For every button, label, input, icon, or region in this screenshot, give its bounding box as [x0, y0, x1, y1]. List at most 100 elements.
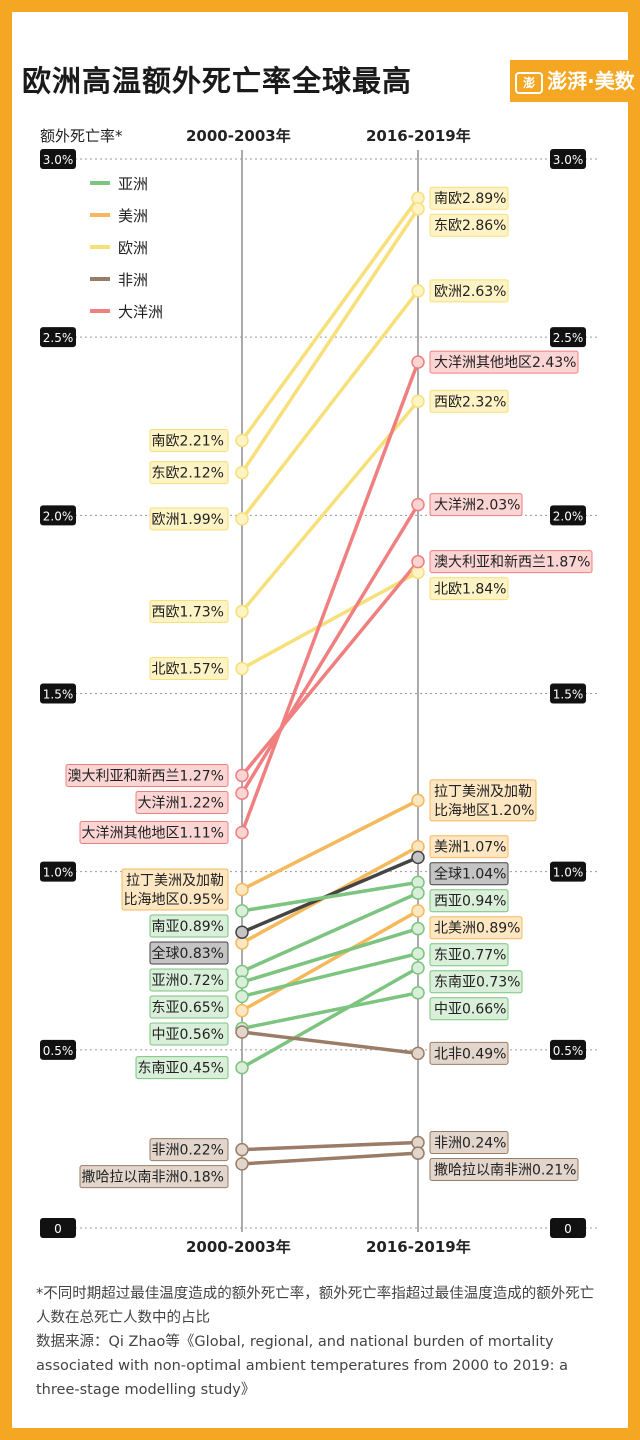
y-tick-label-right-3: 1.5%	[553, 688, 584, 702]
data-label-left-13: 亚洲0.72%	[152, 973, 224, 989]
data-label-left-3: 西欧1.73%	[152, 605, 224, 621]
y-tick-box-right-1	[550, 1039, 586, 1060]
data-label-box-left-5	[65, 763, 229, 787]
y-tick-label-left-5: 2.5%	[43, 331, 74, 345]
column-header-right-top: 2016-2019年	[366, 127, 471, 145]
y-tick-label-right-1: 0.5%	[553, 1044, 584, 1058]
point-left-2	[235, 512, 249, 526]
data-label-right-8: 拉丁美洲及加勒	[434, 784, 532, 800]
y-tick-label-right-2: 1.0%	[553, 866, 584, 880]
series-line-5	[240, 559, 420, 778]
point-left-15	[235, 989, 249, 1004]
data-label-box-left-16	[149, 1022, 229, 1046]
brand-name: 澎湃·美数课	[547, 69, 635, 135]
y-tick-label-left-2: 1.0%	[43, 866, 74, 880]
legend-label-0: 亚洲	[118, 175, 148, 193]
point-right-16	[411, 986, 425, 1000]
y-tick-label-right-4: 2.0%	[553, 509, 584, 523]
point-left-4	[235, 661, 249, 676]
data-label-box-left-0	[149, 429, 229, 453]
data-label-box-right-13	[429, 889, 509, 913]
data-label-box-left-3	[149, 600, 229, 624]
y-axis-label: 额外死亡率*	[40, 127, 123, 145]
data-label-left-12: 南亚0.89%	[152, 919, 224, 935]
point-left-10	[235, 1003, 249, 1018]
point-left-19	[235, 1142, 249, 1157]
data-label-right-4: 北欧1.84%	[434, 582, 506, 598]
data-label-box-left-2	[149, 507, 229, 531]
series-line-8	[240, 798, 420, 892]
data-label-box-right-10	[429, 916, 523, 940]
data-label-left-2: 欧洲1.99%	[152, 512, 224, 528]
series-line-0	[240, 196, 420, 443]
point-right-17	[411, 961, 425, 975]
point-left-0	[235, 433, 249, 448]
series-line-16	[240, 991, 420, 1031]
column-header-right-bottom: 2016-2019年	[366, 1238, 471, 1256]
series-line-1	[240, 207, 420, 475]
point-right-18	[411, 1046, 425, 1061]
data-label-box-left-11	[149, 941, 229, 965]
point-right-3	[411, 394, 425, 409]
point-left-17	[235, 1060, 249, 1075]
brand-mark-icon: 澎	[515, 71, 544, 94]
data-label-box-left-7	[79, 820, 229, 844]
series-line-10	[240, 909, 420, 1013]
series-line-2	[240, 289, 420, 521]
point-right-7	[411, 355, 425, 369]
point-left-8	[235, 882, 249, 897]
data-label-right-13: 西亚0.94%	[434, 894, 506, 910]
data-label-right-17: 东南亚0.73%	[434, 975, 520, 991]
data-label-box-right-16	[429, 997, 509, 1021]
data-label-left-0: 南欧2.21%	[152, 434, 224, 450]
data-label-right-3: 西欧2.32%	[434, 394, 506, 410]
y-tick-box-right-4	[550, 505, 586, 526]
y-tick-box-right-5	[550, 327, 586, 348]
y-tick-box-right-6	[550, 149, 586, 169]
data-label-left-4: 北欧1.57%	[152, 662, 224, 678]
data-label-right-6: 大洋洲2.03%	[434, 498, 520, 514]
series-line-18	[240, 1030, 420, 1056]
data-label-box-left-20	[79, 1165, 229, 1189]
data-label-box-left-13	[149, 968, 229, 992]
column-header-left-bottom: 2000-2003年	[186, 1238, 291, 1256]
data-label-box-right-1	[429, 213, 509, 237]
data-label-left-15: 东亚0.65%	[152, 1000, 224, 1016]
data-label-box-right-11	[429, 862, 509, 886]
data-label-right-15: 东亚0.77%	[434, 948, 506, 964]
data-label-left-11: 全球0.83%	[152, 945, 224, 962]
data-label-box-right-7	[429, 350, 579, 374]
y-tick-label-left-6: 3.0%	[43, 153, 74, 167]
series-line-12	[240, 880, 420, 913]
y-tick-label-right-5: 2.5%	[553, 331, 584, 345]
point-left-12	[235, 904, 249, 918]
footnote: *不同时期超过最佳温度造成的额外死亡率，额外死亡率指超过最佳温度造成的额外死亡人…	[36, 1282, 606, 1402]
legend-label-2: 欧洲	[118, 239, 148, 257]
y-tick-label-left-4: 2.0%	[43, 509, 74, 523]
data-label-box-right-8	[429, 779, 537, 822]
data-label-box-left-1	[149, 461, 229, 485]
series-line-19	[240, 1140, 420, 1152]
footnote-definition: *不同时期超过最佳温度造成的额外死亡率，额外死亡率指超过最佳温度造成的额外死亡人…	[36, 1286, 595, 1326]
data-label-right-18: 北非0.49%	[434, 1046, 506, 1062]
y-tick-box-left-3	[40, 683, 76, 704]
chart-title: 欧洲高温额外死亡率全球最高	[22, 64, 413, 98]
data-label-left-7: 大洋洲其他地区1.11%	[82, 825, 224, 841]
point-right-5	[411, 554, 425, 569]
data-label-box-left-17	[135, 1056, 229, 1080]
y-tick-label-right-0: 0	[564, 1222, 572, 1236]
data-label-box-right-2	[429, 279, 509, 303]
y-tick-box-left-4	[40, 505, 76, 526]
data-label-box-left-4	[149, 657, 229, 681]
point-right-8	[411, 793, 425, 808]
legend-label-1: 美洲	[118, 207, 148, 225]
point-left-6	[235, 786, 249, 801]
data-label-right-1: 东欧2.86%	[434, 218, 506, 234]
point-right-11	[411, 850, 425, 865]
series-line-14	[240, 926, 420, 984]
data-label-right-9: 美洲1.07%	[434, 840, 506, 856]
data-label-left-6: 大洋洲1.22%	[138, 795, 224, 811]
series-line-11	[240, 855, 420, 934]
data-label-left-17: 东南亚0.45%	[138, 1061, 224, 1077]
data-label-box-right-9	[429, 835, 509, 859]
